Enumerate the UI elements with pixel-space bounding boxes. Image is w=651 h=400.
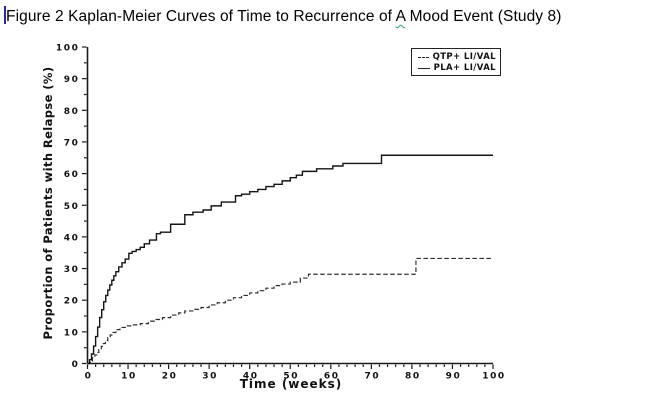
- spellcheck-flagged-word: A: [395, 8, 406, 25]
- svg-text:60: 60: [64, 170, 80, 180]
- svg-text:60: 60: [324, 372, 340, 382]
- figure-title-text-end: Mood Event (Study 8): [405, 8, 562, 25]
- legend-item-qtp: QTP+ LI/VAL: [418, 52, 496, 62]
- svg-text:90: 90: [446, 372, 462, 382]
- svg-text:20: 20: [162, 372, 178, 382]
- svg-text:20: 20: [64, 297, 80, 307]
- svg-text:70: 70: [64, 138, 80, 148]
- x-axis-title: Time (weeks): [239, 377, 343, 391]
- svg-text:30: 30: [64, 265, 80, 275]
- series-dashed: [87, 257, 493, 365]
- text-cursor: [4, 6, 6, 24]
- svg-text:80: 80: [64, 107, 80, 117]
- legend: QTP+ LI/VAL PLA+ LI/VAL: [411, 48, 501, 76]
- svg-text:90: 90: [64, 75, 80, 85]
- svg-text:70: 70: [364, 372, 380, 382]
- legend-label-qtp: QTP+ LI/VAL: [432, 52, 496, 62]
- svg-text:10: 10: [121, 372, 137, 382]
- svg-text:40: 40: [64, 233, 80, 243]
- legend-item-pla: PLA+ LI/VAL: [418, 63, 496, 73]
- dashed-line-sample-icon: [418, 56, 429, 58]
- y-axis-title: Proportion of Patients with Relapse (%): [41, 66, 55, 340]
- series-solid: [87, 154, 493, 365]
- svg-text:0: 0: [85, 372, 93, 382]
- svg-text:50: 50: [64, 202, 80, 212]
- svg-text:0: 0: [72, 360, 80, 370]
- svg-text:100: 100: [56, 44, 80, 54]
- svg-text:50: 50: [283, 372, 299, 382]
- solid-line-sample-icon: [418, 67, 430, 69]
- figure-title-text: Figure 2 Kaplan-Meier Curves of Time to …: [6, 8, 396, 25]
- svg-text:100: 100: [482, 372, 506, 382]
- svg-text:10: 10: [64, 328, 80, 338]
- svg-text:40: 40: [243, 372, 259, 382]
- figure-title[interactable]: Figure 2 Kaplan-Meier Curves of Time to …: [4, 6, 562, 26]
- legend-label-pla: PLA+ LI/VAL: [433, 63, 496, 73]
- svg-text:80: 80: [405, 372, 421, 382]
- svg-text:30: 30: [202, 372, 218, 382]
